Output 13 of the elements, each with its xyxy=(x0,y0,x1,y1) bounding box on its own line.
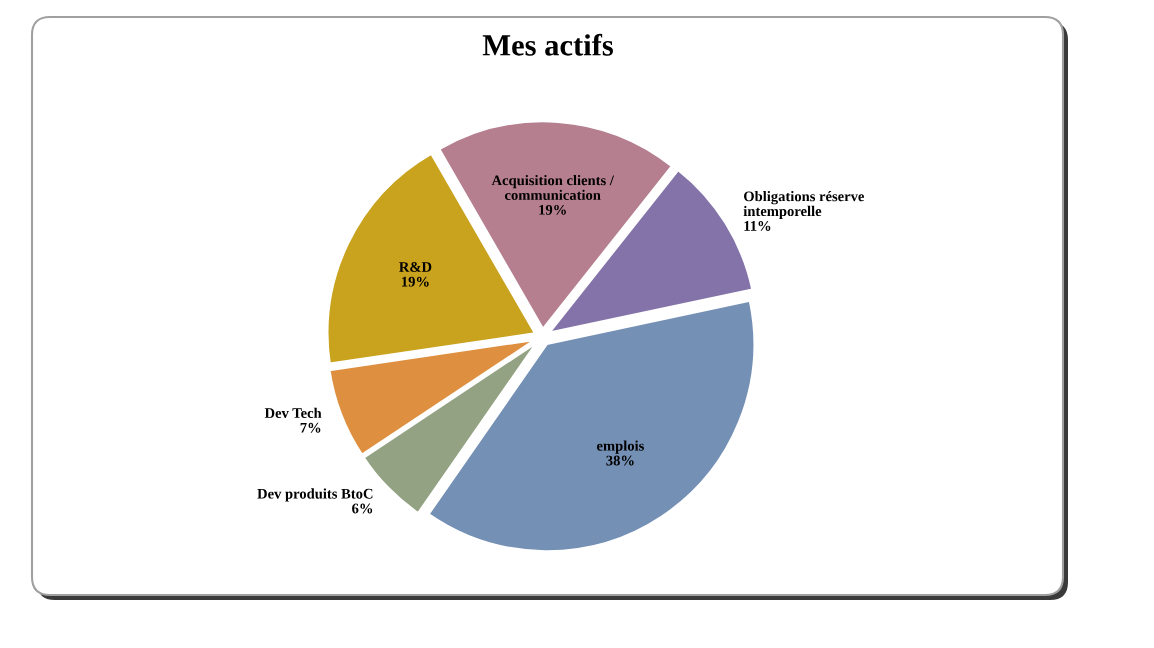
slice-label: Dev produits BtoC xyxy=(257,488,373,502)
chart-title: Mes actifs xyxy=(482,33,613,56)
data-label: 38% xyxy=(606,455,634,466)
data-label: 11% xyxy=(744,221,771,231)
data-label: 6% xyxy=(352,503,373,514)
data-label: 19% xyxy=(539,204,566,215)
slice-label: Acquisition clients / communication xyxy=(491,174,615,201)
data-label: 19% xyxy=(402,276,429,287)
slice-label: Obligations réserve intemporelle xyxy=(743,190,865,220)
slice-label: R&D xyxy=(399,262,432,272)
slice-label: Dev Tech xyxy=(264,407,322,418)
data-label: 7% xyxy=(300,422,321,433)
slice-label: emplois xyxy=(597,440,644,454)
